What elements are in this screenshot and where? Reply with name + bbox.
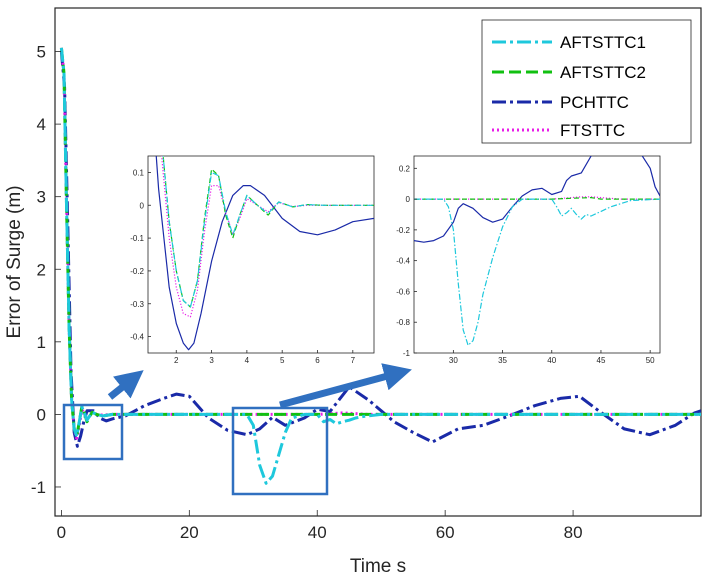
main-y-tick-label: 4 [37, 115, 46, 134]
main-x-tick-label: 20 [180, 523, 199, 542]
inset-early-x-tick-label: 2 [174, 356, 179, 365]
inset-early-ticks: 2 3 4 5 6 7 0.1 0 -0.1 -0.2 -0.3 -0.4 [130, 168, 355, 365]
y-axis-label: Error of Surge (m) [4, 185, 25, 338]
inset-mid-x-tick-label: 35 [498, 356, 507, 365]
inset-early-x-tick-label: 5 [280, 356, 285, 365]
inset-mid-y-tick-label: -0.4 [396, 257, 410, 266]
x-axis-label: Time s [350, 556, 406, 577]
inset-mid-x-tick-label: 40 [547, 356, 556, 365]
inset-mid-x-tick-label: 50 [646, 356, 655, 365]
zoom-arrow-mid [279, 363, 412, 409]
inset-mid-y-tick-label: -0.8 [396, 318, 410, 327]
inset-mid-y-tick-label: -1 [403, 349, 411, 358]
inset-mid-series-aftsttc1 [414, 198, 660, 346]
inset-mid-frame [413, 155, 661, 354]
legend-box [481, 19, 692, 144]
inset-mid-y-tick-label: -0.2 [396, 226, 410, 235]
inset-mid-y-tick-label: 0.2 [399, 164, 411, 173]
main-y-tick-label: 3 [37, 188, 46, 207]
inset-early-y-tick-label: 0 [140, 201, 145, 210]
inset-early-frame [147, 155, 375, 354]
inset-early-y-tick-label: -0.4 [130, 333, 144, 342]
inset-early-series-pchttc [155, 156, 374, 351]
inset-early-y-tick-label: 0.1 [133, 168, 145, 177]
legend-label-ftsttc: FTSTTC [560, 121, 625, 140]
inset-early-series-aftsttc1 [162, 156, 374, 308]
main-series-aftsttc1 [59, 47, 701, 485]
inset-early-x-tick-label: 4 [245, 356, 250, 365]
main-y-tick-label: 1 [37, 333, 46, 352]
inset-mid-x-tick-label: 45 [597, 356, 606, 365]
highlight-box-mid [231, 406, 329, 496]
main-y-tick-label: 2 [37, 260, 46, 279]
inset-mid-y-tick-label: -0.6 [396, 287, 410, 296]
inset-early-x-tick-label: 3 [209, 356, 214, 365]
inset-early-series-ftsttc [161, 156, 374, 318]
inset-early-y-tick-label: -0.2 [130, 267, 144, 276]
inset-mid-x-tick-label: 30 [449, 356, 458, 365]
inset-early-x-tick-label: 6 [315, 356, 320, 365]
main-y-tick-label: 5 [37, 43, 46, 62]
legend: AFTSTTC1 AFTSTTC2 PCHTTC FTSTTC [481, 19, 692, 144]
legend-label-aftsttc1: AFTSTTC1 [560, 33, 646, 52]
main-series-group [59, 47, 701, 485]
inset-mid-series-pchttc [414, 156, 660, 243]
main-x-tick-label: 40 [308, 523, 327, 542]
inset-early-y-tick-label: -0.1 [130, 234, 144, 243]
main-y-tick-label: -1 [31, 478, 46, 497]
inset-mid-series-group [414, 156, 660, 346]
main-x-tick-label: 60 [436, 523, 455, 542]
inset-early-y-tick-label: -0.3 [130, 300, 144, 309]
zoom-arrow-early [107, 370, 144, 400]
legend-label-aftsttc2: AFTSTTC2 [560, 63, 646, 82]
highlight-box-early [62, 403, 124, 461]
inset-mid-ticks: 30 35 40 45 50 0.2 0 -0.2 -0.4 -0.6 -0.8 -1 [396, 164, 655, 365]
inset-early-series-group [155, 156, 374, 351]
main-series-pchttc [59, 51, 701, 448]
main-x-tick-label: 0 [57, 523, 66, 542]
inset-early-x-tick-label: 7 [351, 356, 356, 365]
inset-mid-series-aftsttc2 [414, 197, 660, 200]
main-y-tick-label: 0 [37, 405, 46, 424]
main-x-tick-label: 80 [564, 523, 583, 542]
inset-mid-y-tick-label: 0 [406, 195, 411, 204]
legend-label-pchttc: PCHTTC [560, 93, 629, 112]
